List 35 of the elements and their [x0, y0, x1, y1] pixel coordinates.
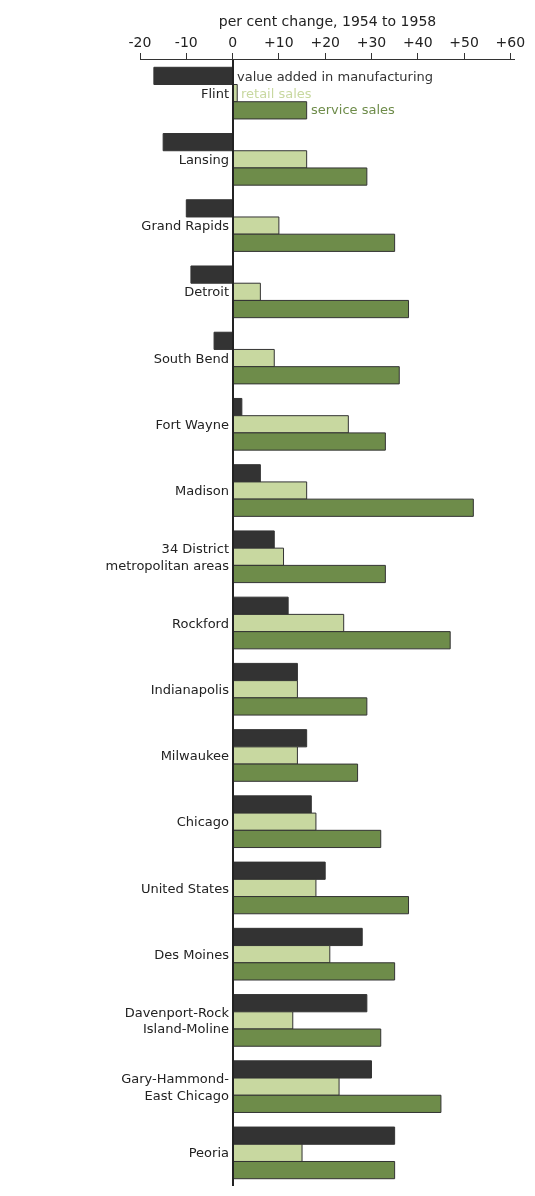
- y-tick-label: Indianapolis: [150, 681, 230, 697]
- y-tick-label: Chicago: [176, 814, 230, 830]
- y-tick-label: United States: [140, 880, 230, 896]
- x-tick-label: +60: [495, 34, 526, 51]
- y-tick-label: 34 District metropolitan areas: [105, 540, 230, 573]
- x-tick-label: -10: [174, 34, 198, 51]
- y-tick-label: Grand Rapids: [141, 218, 230, 234]
- y-tick-label: Fort Wayne: [155, 416, 229, 432]
- bar: [185, 199, 234, 218]
- series-label: service sales: [311, 102, 396, 117]
- y-tick-label: Madison: [174, 483, 229, 499]
- x-axis-title: per cent change, 1954 to 1958: [218, 13, 437, 29]
- y-tick-label: South Bend: [153, 350, 229, 366]
- y-tick-label: Peoria: [188, 1145, 229, 1161]
- series-label: retail sales: [241, 86, 312, 101]
- x-tick-label: -20: [128, 34, 152, 51]
- x-tick-label: 0: [228, 34, 238, 51]
- x-tick-label: +30: [356, 34, 387, 51]
- bar: [162, 133, 234, 152]
- bar: [213, 331, 234, 350]
- bar: [153, 66, 234, 86]
- y-tick-label: Lansing: [178, 151, 229, 167]
- x-tick-label: +10: [264, 34, 294, 51]
- y-tick-label: Detroit: [184, 284, 229, 300]
- series-label: value added in manufacturing: [237, 69, 434, 84]
- y-tick-label: Rockford: [172, 615, 229, 631]
- bar: [190, 265, 234, 284]
- y-tick-label: Gary-Hammond- East Chicago: [121, 1070, 230, 1103]
- y-tick-label: Flint: [200, 85, 229, 101]
- y-tick-label: Milwaukee: [160, 748, 229, 764]
- x-tick-label: +20: [310, 34, 340, 51]
- x-tick-label: +50: [449, 34, 479, 51]
- x-tick-label: +40: [403, 34, 433, 51]
- y-tick-label: Des Moines: [154, 946, 230, 962]
- y-tick-label: Davenport-Rock Island-Moline: [124, 1004, 230, 1037]
